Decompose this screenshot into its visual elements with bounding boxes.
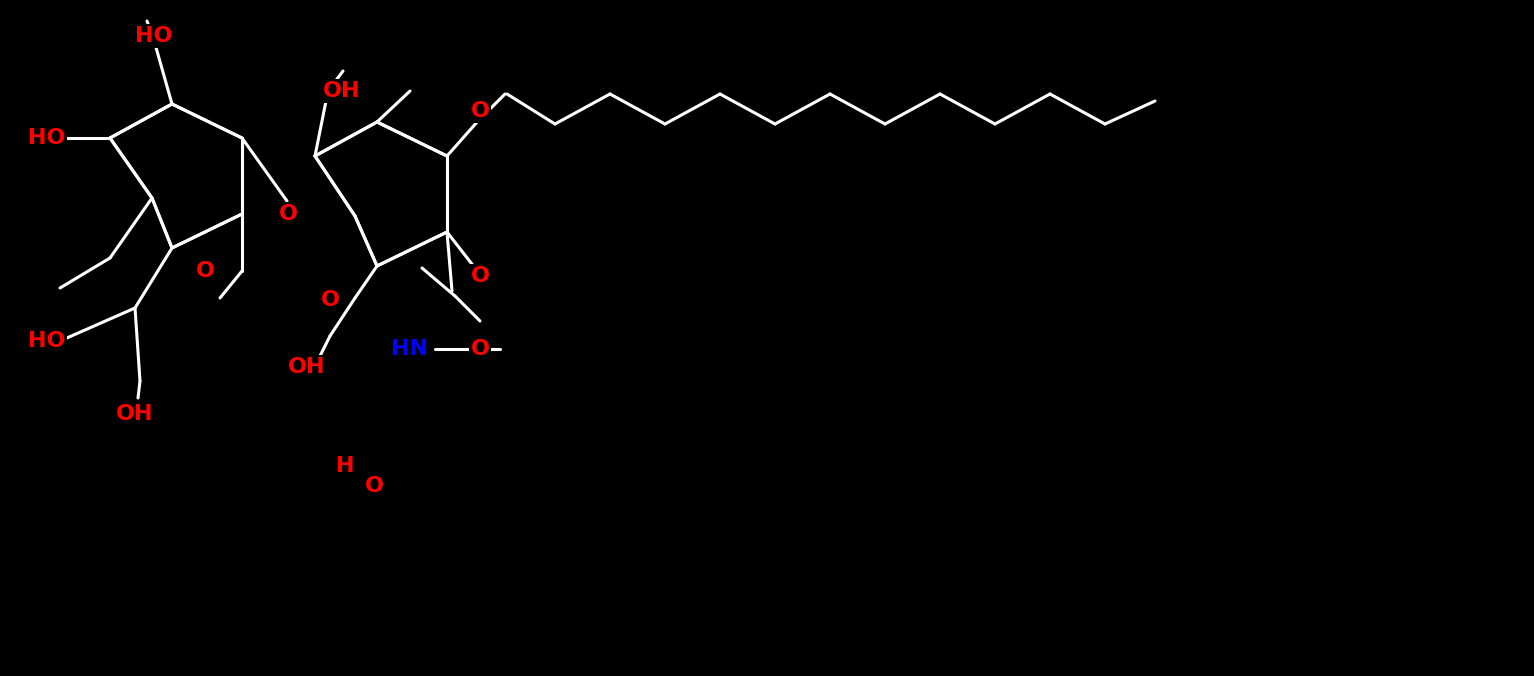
- Text: O: O: [365, 476, 384, 496]
- Text: OH: OH: [117, 404, 153, 424]
- Text: HO: HO: [28, 128, 66, 148]
- Text: HO: HO: [135, 26, 172, 46]
- Text: O: O: [471, 339, 489, 359]
- Text: O: O: [471, 266, 489, 286]
- Text: O: O: [195, 261, 215, 281]
- Text: O: O: [471, 101, 489, 121]
- Text: H: H: [336, 456, 354, 476]
- Text: O: O: [279, 204, 298, 224]
- Text: O: O: [321, 290, 339, 310]
- Text: OH: OH: [324, 81, 360, 101]
- Text: HN: HN: [391, 339, 428, 359]
- Text: HO: HO: [28, 331, 66, 351]
- Text: OH: OH: [288, 357, 325, 377]
